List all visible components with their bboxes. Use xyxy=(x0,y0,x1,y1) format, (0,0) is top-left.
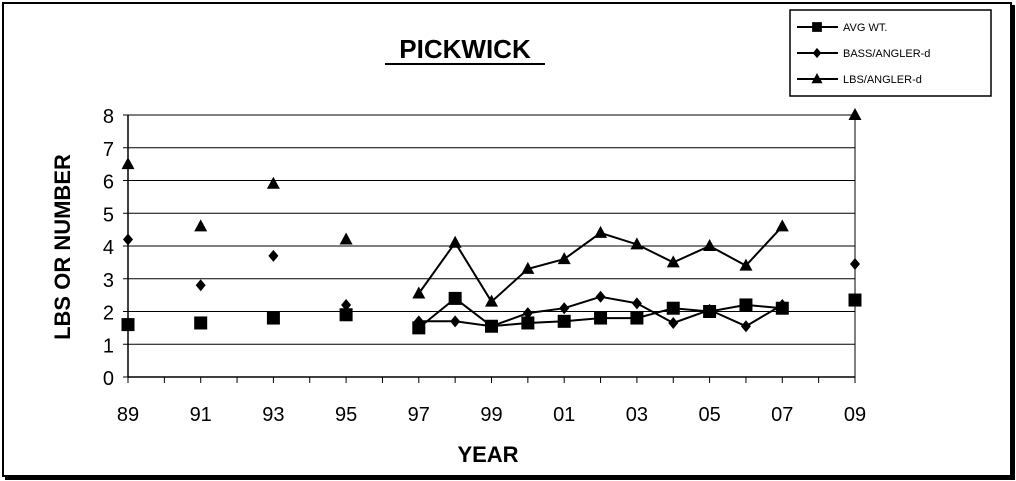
legend-marker xyxy=(812,22,822,32)
data-point xyxy=(703,239,717,251)
data-point xyxy=(739,258,753,271)
x-tick-labels: 89 91 93 95 97 99 01 03 05 07 09 xyxy=(117,404,866,426)
y-tick-label: 3 xyxy=(103,270,114,292)
x-tick-label: 91 xyxy=(190,404,212,426)
data-point xyxy=(450,315,461,328)
data-point xyxy=(194,219,208,232)
x-tick-label: 05 xyxy=(698,404,720,426)
data-point xyxy=(850,258,860,271)
data-point xyxy=(848,108,862,120)
x-tick-label: 89 xyxy=(117,404,139,426)
x-axis-title: YEAR xyxy=(457,442,518,467)
data-point xyxy=(630,311,644,325)
data-point xyxy=(739,298,753,312)
data-point xyxy=(486,320,497,333)
data-point xyxy=(595,290,606,303)
y-tick-label: 8 xyxy=(103,106,114,128)
data-point xyxy=(121,157,135,170)
data-point xyxy=(521,316,535,330)
y-tick-label: 6 xyxy=(103,172,114,194)
data-point xyxy=(666,255,680,268)
y-axis-title: LBS OR NUMBER xyxy=(50,154,75,340)
data-point xyxy=(341,298,352,311)
y-tick-labels: 0 1 2 3 4 5 6 7 8 xyxy=(103,106,114,390)
data-point xyxy=(848,293,862,307)
data-point xyxy=(448,291,462,305)
legend-label: LBS/ANGLER-d xyxy=(843,74,922,86)
y-tick-label: 1 xyxy=(103,335,114,357)
data-point xyxy=(594,311,608,325)
chart-title: PICKWICK xyxy=(399,34,531,64)
data-point xyxy=(522,307,533,320)
data-point xyxy=(557,252,571,265)
data-point xyxy=(412,286,426,299)
data-point xyxy=(631,297,642,310)
data-point xyxy=(559,302,570,315)
axes xyxy=(123,114,856,383)
y-tick-label: 2 xyxy=(103,303,114,325)
data-point xyxy=(668,316,679,329)
data-point xyxy=(777,298,788,311)
x-tick-label: 95 xyxy=(335,404,357,426)
legend-label: BASS/ANGLER-d xyxy=(843,48,930,60)
data-point xyxy=(412,321,426,335)
data-point xyxy=(521,261,535,274)
data-point xyxy=(775,219,789,232)
data-point xyxy=(339,232,353,245)
legend-item: LBS/ANGLER-d xyxy=(797,73,922,86)
data-point xyxy=(413,315,424,328)
data-point xyxy=(268,249,279,262)
data-point xyxy=(485,294,498,307)
data-point xyxy=(630,237,644,250)
x-tick-label: 03 xyxy=(626,404,648,426)
data-point xyxy=(121,318,135,332)
x-tick-label: 97 xyxy=(408,404,430,426)
y-tick-label: 4 xyxy=(103,237,114,259)
data-point xyxy=(266,176,280,189)
data-point xyxy=(266,311,280,325)
y-tick-label: 5 xyxy=(103,204,114,226)
x-tick-label: 09 xyxy=(844,404,866,426)
y-tick-label: 7 xyxy=(103,139,114,161)
data-series xyxy=(121,108,862,335)
series-diamond xyxy=(123,233,860,333)
x-tick-label: 01 xyxy=(553,404,575,426)
data-point xyxy=(339,308,353,322)
x-tick-label: 07 xyxy=(771,404,793,426)
data-point xyxy=(448,235,462,248)
data-point xyxy=(195,279,206,292)
data-point xyxy=(704,303,715,316)
data-point xyxy=(123,233,133,246)
y-tick-label: 0 xyxy=(103,368,114,390)
series-triangle xyxy=(121,108,862,307)
gridlines xyxy=(128,114,855,345)
legend-item: AVG WT. xyxy=(797,22,887,34)
legend-label: AVG WT. xyxy=(843,22,887,34)
data-point xyxy=(594,225,608,238)
x-tick-label: 99 xyxy=(480,404,502,426)
legend: AVG WT. BASS/ANGLER-d LBS/ANGLER-d xyxy=(789,9,992,97)
data-point xyxy=(740,320,751,333)
legend-marker xyxy=(811,73,823,84)
data-point xyxy=(557,314,571,328)
data-point xyxy=(194,316,208,330)
data-point xyxy=(666,301,680,315)
x-tick-label: 93 xyxy=(262,404,284,426)
